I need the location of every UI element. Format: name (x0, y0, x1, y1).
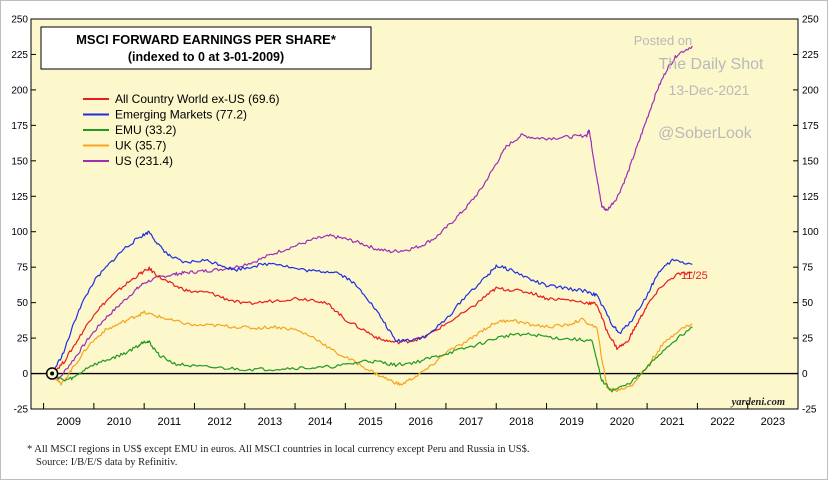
series-lines (51, 45, 693, 393)
series-line-uk (51, 310, 693, 393)
y-tick-label-right: 200 (802, 85, 819, 96)
y-tick-label-left: 50 (17, 298, 29, 309)
x-tick-label: 2021 (660, 416, 684, 428)
legend-label-uk: UK (35.7) (115, 139, 166, 153)
y-tick-label-left: 0 (22, 369, 28, 380)
watermark-date: 13-Dec-2021 (669, 82, 750, 98)
x-tick-label: 2018 (509, 416, 533, 428)
y-tick-label-right: 175 (802, 121, 819, 132)
legend-label-em: Emerging Markets (77.2) (115, 108, 247, 122)
chart: -25 0 25 50 75 100 125 150 175 200 225 250 -25 0 25 50… (11, 15, 819, 429)
chart-subtitle: (indexed to 0 at 3-01-2009) (128, 50, 284, 64)
x-tick-label: 2016 (409, 416, 433, 428)
x-tick-label: 2011 (157, 416, 181, 428)
y-tick-label-right: 75 (802, 263, 814, 274)
watermark-source: The Daily Shot (659, 56, 764, 73)
x-tick-label: 2013 (258, 416, 282, 428)
x-tick-label: 2017 (459, 416, 483, 428)
series-line-emu (51, 326, 693, 393)
y-tick-label-left: 75 (17, 263, 29, 274)
y-tick-label-right: 25 (802, 334, 814, 345)
title-box (40, 26, 372, 70)
origin-dot (50, 371, 55, 376)
series-line-acwi (51, 266, 693, 374)
watermark-handle: @SoberLook (658, 125, 753, 142)
plot-area (30, 18, 799, 410)
footnote-line-2: Source: I/B/E/S data by Refinitiv. (36, 457, 178, 468)
x-tick-label: 2009 (56, 416, 80, 428)
y-axis-left: -25 0 25 50 75 100 125 150 175 200 225 250 (11, 15, 36, 416)
x-tick-label: 2010 (107, 416, 131, 428)
y-tick-label-right: 125 (802, 192, 819, 203)
legend-label-emu: EMU (33.2) (115, 123, 176, 137)
y-tick-label-right: 250 (802, 15, 819, 26)
y-tick-label-right: 150 (802, 156, 819, 167)
x-tick-label: 2015 (358, 416, 382, 428)
legend: All Country World ex-US (69.6) Emerging M… (83, 92, 280, 168)
legend-label-us: US (231.4) (115, 154, 173, 168)
y-tick-label-left: -25 (14, 405, 29, 416)
origin-marker (45, 367, 59, 380)
x-tick-label: 2019 (559, 416, 583, 428)
y-tick-label-left: 150 (11, 156, 28, 167)
x-tick-label: 2020 (610, 416, 634, 428)
y-tick-label-left: 175 (11, 121, 28, 132)
y-tick-label-left: 100 (11, 227, 28, 238)
x-tick-label: 2023 (761, 416, 785, 428)
footnote-line-1: * All MSCI regions in US$ except EMU in … (27, 444, 530, 455)
y-tick-label-right: 50 (802, 298, 814, 309)
x-axis: 2009 2010 2011 2012 2013 2014 2015 2016 2017 2018… (43, 403, 799, 428)
chart-title: MSCI FORWARD EARNINGS PER SHARE* (76, 32, 337, 47)
watermark-posted: Posted on (634, 33, 693, 48)
y-axis-right: -25 0 25 50 75 100 125 150 175 200 225 250 (793, 15, 819, 416)
y-tick-label-right: -25 (802, 405, 817, 416)
legend-label-acwi: All Country World ex-US (69.6) (115, 92, 280, 106)
series-line-em (51, 230, 693, 374)
x-tick-label: 2022 (710, 416, 734, 428)
y-tick-label-left: 125 (11, 192, 28, 203)
y-tick-label-right: 225 (802, 50, 819, 61)
y-tick-label-right: 100 (802, 227, 819, 238)
x-tick-label: 2012 (207, 416, 231, 428)
y-tick-label-left: 250 (11, 15, 28, 26)
x-tick-label: 2014 (308, 416, 332, 428)
y-tick-label-left: 225 (11, 50, 28, 61)
y-tick-label-left: 200 (11, 85, 28, 96)
y-tick-label-left: 25 (17, 334, 29, 345)
source-label: yardeni.com (730, 397, 785, 408)
end-label: 11/25 (681, 270, 708, 282)
y-tick-label-right: 0 (802, 369, 808, 380)
